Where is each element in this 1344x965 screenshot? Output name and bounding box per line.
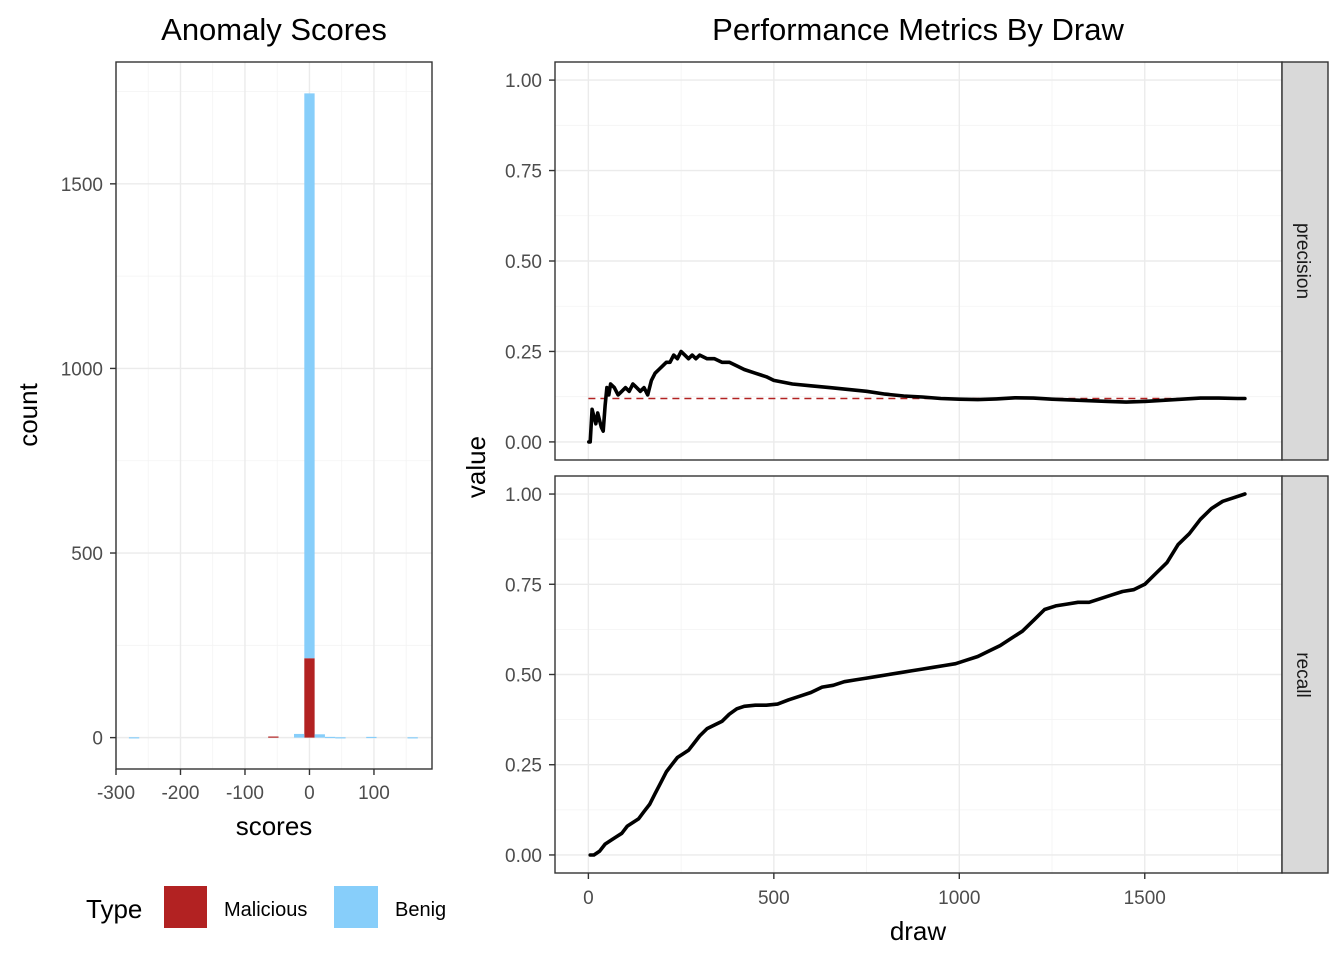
legend-key-malicious xyxy=(164,886,207,928)
y-tick-label: 0.25 xyxy=(505,756,542,777)
y-tick-label: 0.75 xyxy=(505,162,542,183)
performance-title: Performance Metrics By Draw xyxy=(712,12,1124,47)
y-tick-label: 1500 xyxy=(61,175,103,196)
bar-benign-32 xyxy=(324,736,336,739)
x-tick-label: 500 xyxy=(758,888,790,909)
histogram-x-axis-title: scores xyxy=(236,811,313,841)
bar-benign--272 xyxy=(128,737,140,739)
performance-chart: Performance Metrics By Draw 0.00 0.25 0.50… xyxy=(461,12,1329,946)
histogram-y-axis-title: count xyxy=(13,382,43,446)
facet-recall: 0.00 0.25 0.50 0.75 1.00 recall xyxy=(505,475,1329,874)
x-tick-label: 100 xyxy=(358,783,390,804)
recall-gridlines xyxy=(555,476,1282,873)
legend: Type Malicious Benign xyxy=(86,886,457,928)
histogram-bars xyxy=(128,93,418,739)
performance-y-axis-title: value xyxy=(461,436,491,498)
legend-label-malicious: Malicious xyxy=(224,899,307,921)
precision-strip xyxy=(1281,61,1329,461)
x-tick-label: 0 xyxy=(583,888,594,909)
bar-benign-96 xyxy=(366,736,377,739)
recall-y-axis: 0.00 0.25 0.50 0.75 1.00 xyxy=(505,485,555,867)
bar-malicious-0 xyxy=(304,658,315,738)
y-tick-label: 0.75 xyxy=(505,575,542,596)
precision-y-axis: 0.00 0.25 0.50 0.75 1.00 xyxy=(505,71,555,454)
bar-benign-16 xyxy=(314,734,325,738)
recall-strip xyxy=(1281,475,1329,874)
y-tick-label: 0.00 xyxy=(505,433,542,454)
performance-x-axis: 0 500 1000 1500 xyxy=(583,873,1166,909)
x-tick-label: 1500 xyxy=(1124,888,1166,909)
histogram-panel-border xyxy=(115,61,433,770)
y-tick-label: 0.00 xyxy=(505,846,542,867)
x-tick-label: -300 xyxy=(97,783,135,804)
bar-benign-0 xyxy=(304,93,315,659)
precision-strip-label: precision xyxy=(1292,223,1313,299)
y-tick-label: 0.50 xyxy=(505,666,542,687)
y-tick-label: 1.00 xyxy=(505,71,542,92)
x-tick-label: -200 xyxy=(161,783,199,804)
x-tick-label: 0 xyxy=(304,783,315,804)
histogram-y-axis: 0 500 1000 1500 xyxy=(61,175,116,750)
legend-key-benign xyxy=(334,886,378,928)
precision-gridlines xyxy=(555,62,1282,460)
y-tick-label: 0.50 xyxy=(505,252,542,273)
y-tick-label: 1.00 xyxy=(505,485,542,506)
legend-title: Type xyxy=(86,894,142,924)
bar-benign-160 xyxy=(407,737,418,739)
bar-benign-48 xyxy=(335,737,346,739)
recall-series-line xyxy=(588,492,1247,857)
x-tick-label: 1000 xyxy=(938,888,980,909)
histogram-chart: Anomaly Scores -300 -200 -100 0 100 0 500 1000… xyxy=(13,12,433,841)
precision-line xyxy=(586,349,1247,444)
y-tick-label: 1000 xyxy=(61,359,103,380)
precision-series-line xyxy=(586,349,1247,444)
x-tick-label: -100 xyxy=(226,783,264,804)
y-tick-label: 0.25 xyxy=(505,342,542,363)
recall-strip-label: recall xyxy=(1292,652,1313,697)
histogram-x-axis: -300 -200 -100 0 100 xyxy=(97,769,390,804)
histogram-title: Anomaly Scores xyxy=(161,12,387,47)
recall-line xyxy=(588,492,1247,857)
bar-malicious--56 xyxy=(268,736,279,738)
y-tick-label: 0 xyxy=(92,729,103,750)
y-tick-label: 500 xyxy=(71,544,103,565)
legend-label-benign: Benign xyxy=(395,899,457,921)
performance-x-axis-title: draw xyxy=(890,916,947,946)
bar-benign--16 xyxy=(293,733,305,738)
facet-precision: 0.00 0.25 0.50 0.75 1.00 precision xyxy=(505,61,1329,461)
